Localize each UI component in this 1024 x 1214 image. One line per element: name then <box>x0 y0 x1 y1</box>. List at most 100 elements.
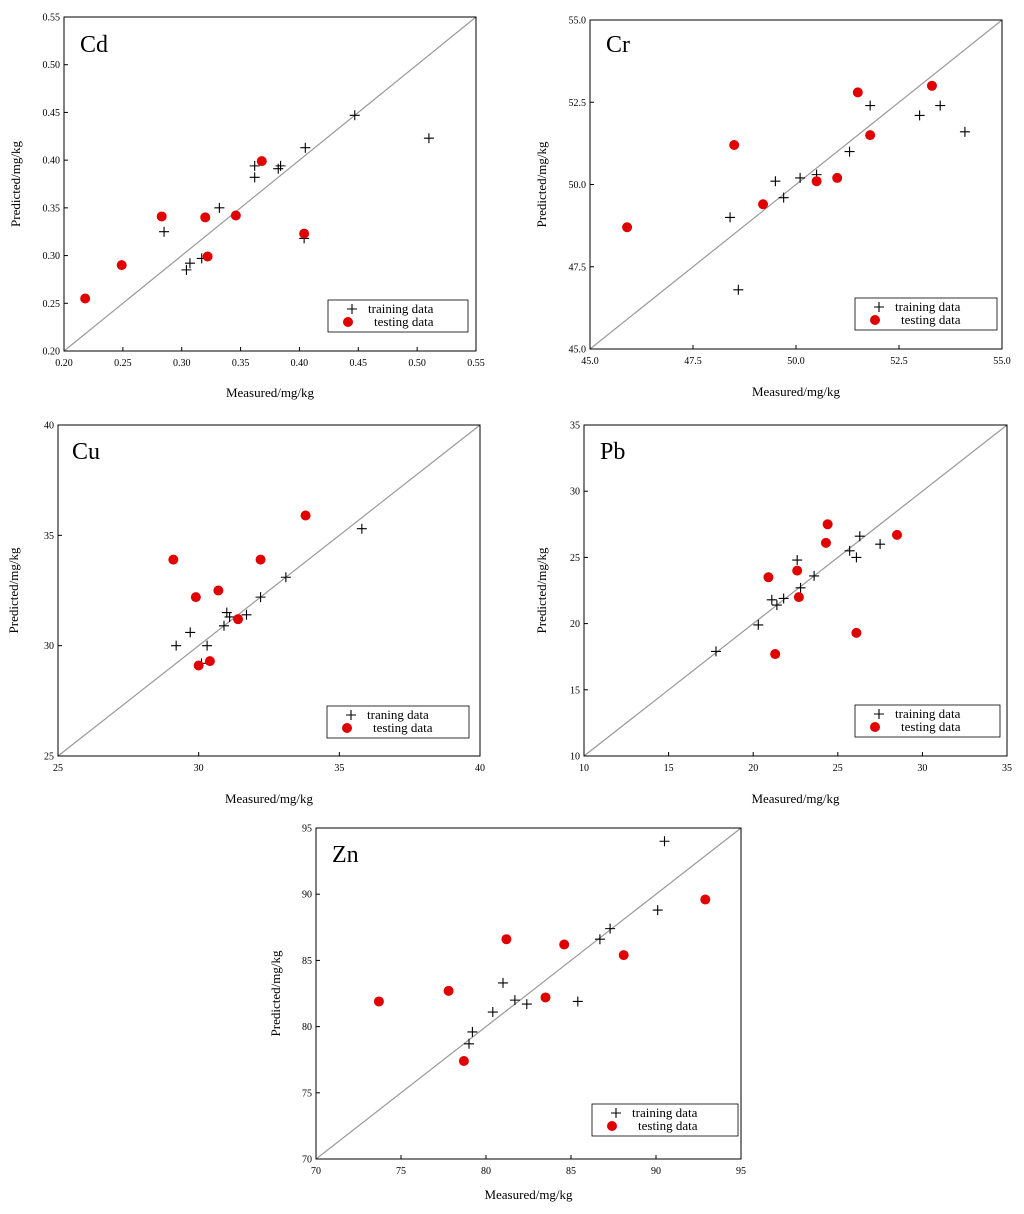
training-point <box>273 163 284 174</box>
legend-circle-marker <box>343 317 353 327</box>
x-tick-label: 75 <box>396 1166 406 1177</box>
y-tick-label: 0.30 <box>43 251 61 262</box>
x-tick-label: 15 <box>664 763 674 774</box>
legend-circle-marker <box>870 722 880 732</box>
legend-label: training data <box>368 301 434 316</box>
x-axis-label: Measured/mg/kg <box>225 791 314 806</box>
legend-box <box>327 299 469 333</box>
training-point <box>605 923 616 934</box>
x-axis-label: Measured/mg/kg <box>226 385 315 400</box>
training-point <box>844 545 855 556</box>
plot-frame <box>57 424 481 757</box>
training-point <box>464 1038 474 1049</box>
x-tick-label: 0.55 <box>467 358 485 369</box>
x-tick-label: 20 <box>748 763 758 774</box>
y-tick-label: 30 <box>570 487 580 498</box>
training-point <box>725 212 736 223</box>
training-point <box>733 284 744 295</box>
x-axis-label: Measured/mg/kg <box>751 791 840 806</box>
training-point <box>214 202 225 213</box>
testing-point <box>865 130 876 141</box>
training-point <box>851 552 862 563</box>
y-tick-label: 0.20 <box>43 347 61 358</box>
y-tick-label: 35 <box>570 421 580 432</box>
x-tick-label: 0.50 <box>408 358 426 369</box>
testing-point <box>820 537 831 548</box>
plot-frame <box>63 16 477 352</box>
training-point <box>792 555 803 566</box>
testing-point <box>116 260 127 271</box>
training-point <box>349 110 360 121</box>
y-tick-label: 47.5 <box>569 262 587 273</box>
training-point <box>875 539 886 550</box>
identity-line <box>315 827 742 1160</box>
x-tick-label: 0.40 <box>291 358 309 369</box>
testing-point <box>80 293 91 304</box>
training-point <box>255 592 266 603</box>
testing-point <box>852 87 863 98</box>
training-point <box>795 582 806 593</box>
testing-point <box>758 199 769 210</box>
training-point <box>521 999 532 1010</box>
training-point <box>854 531 865 542</box>
training-point <box>275 160 286 171</box>
legend-label: testing data <box>638 1118 698 1133</box>
training-point <box>498 977 508 988</box>
x-tick-label: 0.30 <box>173 358 191 369</box>
y-tick-label: 80 <box>302 1022 312 1033</box>
plot-frame <box>583 424 1008 757</box>
testing-point <box>729 140 740 151</box>
testing-point <box>792 565 803 576</box>
testing-point <box>202 251 213 262</box>
testing-point <box>832 172 843 183</box>
identity-line <box>583 424 1008 757</box>
training-point <box>221 607 232 618</box>
training-point <box>300 142 311 153</box>
x-tick-label: 70 <box>311 1166 321 1177</box>
x-tick-label: 80 <box>481 1166 491 1177</box>
y-axis-label: Predicted/mg/kg <box>534 141 549 227</box>
training-point <box>171 640 182 651</box>
training-point <box>572 996 583 1007</box>
legend-label: training data <box>895 706 961 721</box>
testing-point <box>622 222 633 233</box>
training-point <box>159 226 170 237</box>
training-point <box>959 126 970 137</box>
y-tick-label: 25 <box>570 553 580 564</box>
training-point <box>423 133 434 144</box>
identity-line <box>63 16 477 352</box>
testing-point <box>700 894 711 905</box>
testing-point <box>458 1056 469 1067</box>
legend-label: traning data <box>367 707 429 722</box>
chart-panel-cr: 45.0 47.5 50.0 52.5 55.0 45.0 47.5 50.0 52.5 55.0… <box>534 16 1011 400</box>
y-tick-label: 35 <box>44 531 54 542</box>
y-axis-label: Predicted/mg/kg <box>6 547 21 633</box>
training-point <box>795 172 806 183</box>
testing-point <box>540 992 551 1003</box>
training-point <box>659 836 670 847</box>
y-tick-label: 0.35 <box>43 203 61 214</box>
training-point <box>771 600 782 611</box>
testing-point <box>255 554 266 565</box>
x-tick-label: 10 <box>579 763 589 774</box>
testing-point <box>892 529 903 540</box>
testing-point <box>763 572 774 583</box>
chart-panel-pb: 10 15 20 25 30 35 10 15 20 25 30 35 Pb Measured/mg/kg… <box>534 421 1012 807</box>
x-tick-label: 55.0 <box>993 356 1011 367</box>
legend-plus-marker <box>611 1108 621 1118</box>
training-point <box>224 611 235 622</box>
legend-label: training data <box>895 299 961 314</box>
chart-panel-cu: 25 30 35 40 25 30 35 40 Cu Measured/mg/kg Predicte… <box>6 421 485 807</box>
training-point <box>865 100 876 111</box>
y-tick-label: 15 <box>570 685 580 696</box>
training-point <box>467 1026 478 1037</box>
y-tick-label: 20 <box>570 619 580 630</box>
testing-point <box>443 985 454 996</box>
plot-frame <box>315 827 742 1160</box>
training-point <box>241 609 252 620</box>
x-tick-label: 30 <box>917 763 927 774</box>
